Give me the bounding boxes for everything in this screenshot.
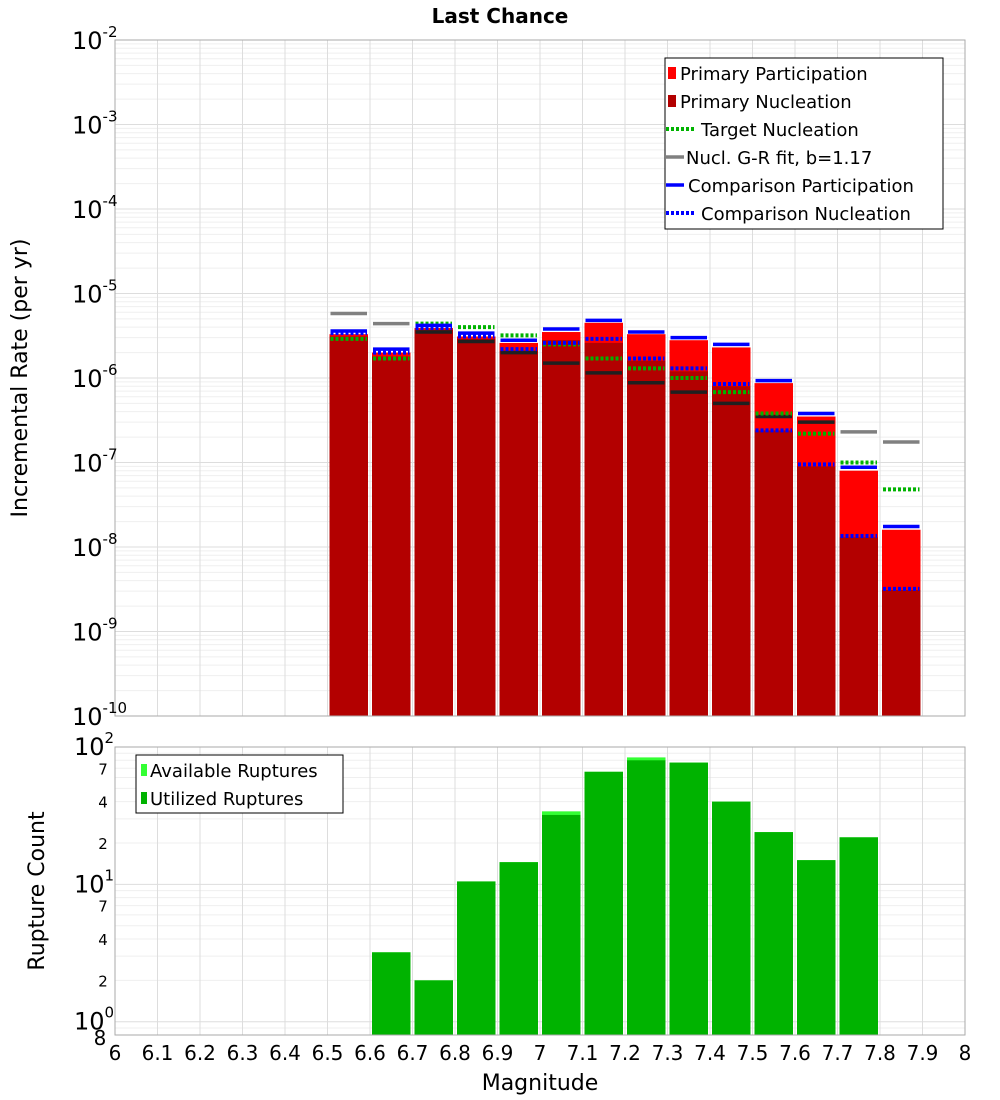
nucleation-bar xyxy=(584,342,623,716)
bottom-y-minor-tick-label: 7 xyxy=(98,760,108,778)
x-tick-label: 7.1 xyxy=(567,1041,599,1065)
nucleation-bar xyxy=(754,430,793,716)
x-tick-label: 7.3 xyxy=(652,1041,684,1065)
utilized-ruptures-bar xyxy=(499,862,538,1035)
utilized-ruptures-bar xyxy=(414,980,453,1035)
top-legend-label: Comparison Nucleation xyxy=(701,204,911,225)
nucleation-bar xyxy=(712,386,751,716)
top-y-tick-label: 10-2 xyxy=(72,23,118,55)
bottom-legend-swatch xyxy=(141,764,147,776)
x-tick-label: 8 xyxy=(959,1041,972,1065)
nucleation-bar xyxy=(839,537,878,716)
x-tick-label: 6.4 xyxy=(269,1041,301,1065)
nucleation-bar xyxy=(882,589,921,716)
utilized-ruptures-bar xyxy=(584,771,623,1035)
utilized-ruptures-bar xyxy=(712,801,751,1035)
top-legend-label: Target Nucleation xyxy=(700,120,859,141)
nucleation-bar xyxy=(797,466,836,716)
nucleation-bar xyxy=(627,360,666,716)
utilized-ruptures-bar xyxy=(797,860,836,1035)
nucleation-bar xyxy=(457,338,496,716)
bottom-y-tick-label: 101 xyxy=(74,866,114,898)
x-tick-label: 6.9 xyxy=(482,1041,514,1065)
top-y-axis-label: Incremental Rate (per yr) xyxy=(8,239,33,518)
x-tick-label: 6 xyxy=(109,1041,122,1065)
x-axis-label: Magnitude xyxy=(482,1071,599,1096)
bottom-bars xyxy=(372,757,878,1035)
nucleation-bar xyxy=(329,336,368,716)
x-tick-label: 6.3 xyxy=(227,1041,259,1065)
x-tick-label: 6.6 xyxy=(354,1041,386,1065)
x-tick-label: 7.4 xyxy=(694,1041,726,1065)
top-y-tick-label: 10-3 xyxy=(72,108,118,140)
top-lines xyxy=(330,311,920,591)
utilized-ruptures-bar xyxy=(669,762,708,1035)
top-legend-label: Primary Participation xyxy=(680,64,868,85)
nucleation-bar xyxy=(414,329,453,716)
top-panel: 10-2 10-3 10-4 10-5 10-6 10-7 10-8 10-9 10-10 In… xyxy=(8,23,966,731)
top-y-tick-label: 10-6 xyxy=(72,361,118,393)
x-tick-label: 6.1 xyxy=(142,1041,174,1065)
x-ticks: 6 6.1 6.2 6.3 6.4 6.5 6.6 6.7 6.8 6.9 7 7.1 7.2 7.3 7.… xyxy=(109,1041,972,1065)
x-tick-label: 7.2 xyxy=(609,1041,641,1065)
bottom-y-tick-label: 100 xyxy=(74,1004,114,1036)
nucleation-bar xyxy=(372,356,411,716)
top-y-tick-label: 10-8 xyxy=(72,530,118,562)
top-y-tick-label: 10-7 xyxy=(72,446,118,478)
top-y-tick-label: 10-10 xyxy=(72,699,127,731)
x-tick-label: 7.8 xyxy=(864,1041,896,1065)
bottom-y-minor-tick-label: 2 xyxy=(98,835,108,853)
x-tick-label: 7 xyxy=(534,1041,547,1065)
top-y-tick-label: 10-9 xyxy=(72,615,118,647)
top-legend-label: Primary Nucleation xyxy=(680,92,852,113)
utilized-ruptures-bar xyxy=(457,881,496,1035)
bottom-y-minor-tick-label: 7 xyxy=(98,898,108,916)
utilized-ruptures-bar xyxy=(839,837,878,1035)
x-tick-label: 6.8 xyxy=(439,1041,471,1065)
bottom-legend-label: Utilized Ruptures xyxy=(150,789,303,810)
x-tick-label: 7.6 xyxy=(779,1041,811,1065)
utilized-ruptures-bar xyxy=(754,832,793,1035)
top-legend: Primary Participation Primary Nucleation T… xyxy=(664,57,944,230)
bottom-y-tick-label: 102 xyxy=(74,729,114,761)
bottom-legend-label: Available Ruptures xyxy=(150,761,318,782)
bottom-y-minor-tick-label: 4 xyxy=(98,794,108,812)
utilized-ruptures-bar xyxy=(542,814,581,1035)
nucleation-bar xyxy=(669,371,708,716)
x-tick-label: 6.7 xyxy=(397,1041,429,1065)
bottom-y-minor-tick-label: 8 xyxy=(94,1026,107,1050)
x-tick-label: 7.5 xyxy=(737,1041,769,1065)
bottom-y-minor-tick-label: 2 xyxy=(98,972,108,990)
top-y-ticks: 10-2 10-3 10-4 10-5 10-6 10-7 10-8 10-9 10-10 xyxy=(72,23,127,731)
x-tick-label: 7.9 xyxy=(907,1041,939,1065)
nucleation-bar xyxy=(542,340,581,716)
bottom-legend-swatch xyxy=(141,792,147,804)
top-legend-label: Nucl. G-R fit, b=1.17 xyxy=(686,148,872,169)
top-plot-frame xyxy=(114,39,966,717)
x-tick-label: 6.5 xyxy=(312,1041,344,1065)
x-tick-label: 6.2 xyxy=(184,1041,216,1065)
bottom-plot-frame xyxy=(114,746,966,1036)
utilized-ruptures-bar xyxy=(372,952,411,1035)
top-legend-box xyxy=(664,57,944,230)
bottom-y-minor-tick-label: 4 xyxy=(98,931,108,949)
bottom-y-ticks: 102 101 100 7 4 2 7 4 2 8 xyxy=(74,729,114,1050)
top-legend-swatch xyxy=(668,67,676,79)
top-legend-label: Comparison Participation xyxy=(688,176,914,197)
chart-title: Last Chance xyxy=(432,4,569,28)
utilized-ruptures-bar xyxy=(627,760,666,1035)
bottom-y-axis-label: Rupture Count xyxy=(25,811,50,971)
nucleation-bar xyxy=(499,350,538,716)
x-tick-label: 7.7 xyxy=(822,1041,854,1065)
bottom-legend: Available Ruptures Utilized Ruptures xyxy=(135,754,344,814)
bottom-legend-box xyxy=(135,754,344,814)
top-y-tick-label: 10-4 xyxy=(72,192,118,224)
top-bars xyxy=(329,322,921,716)
top-y-tick-label: 10-5 xyxy=(72,277,118,309)
top-legend-swatch xyxy=(668,95,676,107)
